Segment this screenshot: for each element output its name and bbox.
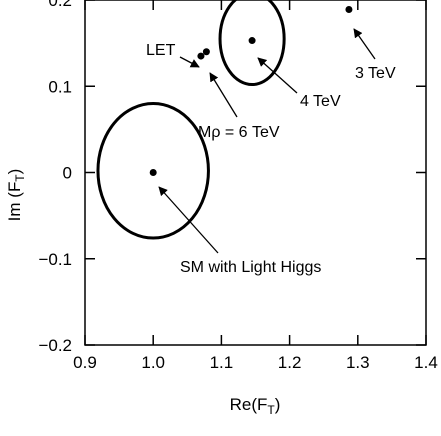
x-tick-label: 1.0 [141, 353, 165, 372]
data-point [345, 5, 353, 13]
y-ticks: −0.2 −0.1 0 0.1 0.2 [38, 0, 426, 355]
data-point [197, 52, 205, 60]
data-point [202, 48, 210, 56]
arrow-sm [158, 186, 219, 254]
y-axis-label: Im (FT) [5, 169, 27, 222]
arrow-3tev [353, 28, 376, 60]
x-tick-label: 0.9 [73, 353, 97, 372]
ellipses [96, 0, 286, 240]
arrow-mrho [209, 72, 238, 118]
annotation-mrho: Mρ = 6 TeV [198, 124, 280, 141]
y-tick-label: 0.1 [48, 77, 72, 96]
y-tick-label: 0.2 [48, 0, 72, 10]
x-ticks: 0.9 1.0 1.1 1.2 1.3 1.4 [73, 0, 438, 372]
x-axis-label: Re(FT) [230, 395, 281, 417]
x-tick-label: 1.2 [278, 353, 302, 372]
arrow-4tev [257, 57, 298, 94]
y-tick-label: −0.1 [38, 250, 72, 269]
plot-frame [84, 0, 427, 346]
points [149, 5, 353, 176]
contour-ellipse [96, 101, 210, 240]
annotation-let: LET [146, 42, 176, 59]
annotation-3tev: 3 TeV [355, 65, 396, 82]
annotation-sm: SM with Light Higgs [180, 259, 321, 276]
data-point [248, 37, 256, 45]
y-tick-label: −0.2 [38, 336, 72, 355]
x-tick-label: 1.3 [346, 353, 370, 372]
contour-ellipse [218, 0, 286, 87]
annotation-arrows [158, 28, 376, 254]
data-point [149, 169, 157, 176]
y-tick-label: 0 [63, 164, 72, 183]
annotation-4tev: 4 TeV [300, 93, 341, 110]
arrow-let [179, 56, 200, 68]
x-tick-label: 1.1 [210, 353, 234, 372]
x-tick-label: 1.4 [414, 353, 438, 372]
